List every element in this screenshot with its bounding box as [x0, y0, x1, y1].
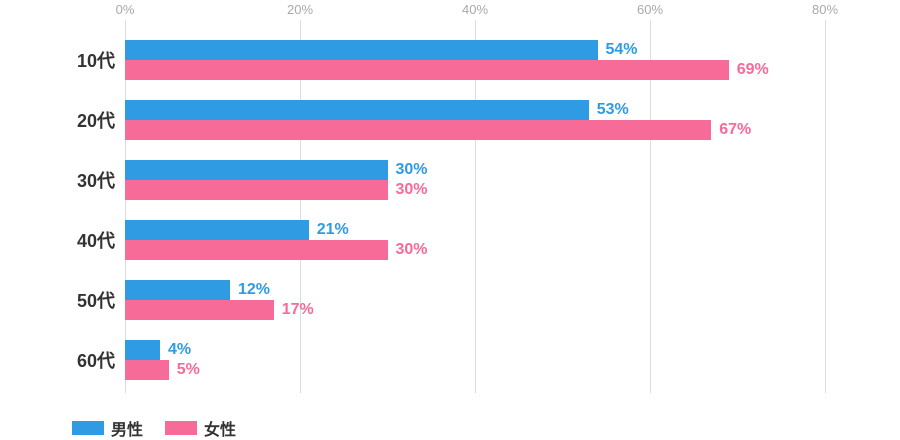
bar-女性 — [125, 300, 274, 320]
bar-value-label: 53% — [596, 101, 629, 118]
bar-value-label: 30% — [395, 181, 428, 198]
legend-label: 女性 — [204, 422, 237, 439]
bar-男性 — [125, 340, 160, 360]
x-axis-tick-label: 60% — [636, 2, 664, 17]
bar-value-label: 17% — [281, 301, 314, 318]
category-label: 20代 — [76, 111, 115, 131]
bar-value-label: 21% — [316, 221, 349, 238]
bar-男性 — [125, 40, 598, 60]
x-axis-tick-label: 80% — [811, 2, 839, 17]
bar-男性 — [125, 100, 589, 120]
category-label: 40代 — [76, 231, 115, 251]
legend-label: 男性 — [111, 422, 144, 439]
grid-line — [825, 20, 826, 393]
bar-女性 — [125, 60, 729, 80]
x-axis-tick-label: 20% — [286, 2, 314, 17]
bar-value-label: 30% — [395, 161, 428, 178]
x-axis-tick-label: 0% — [115, 2, 135, 17]
bar-value-label: 4% — [168, 341, 192, 358]
category-label: 50代 — [76, 291, 115, 311]
bar-value-label: 54% — [605, 41, 638, 58]
legend-swatch — [165, 421, 198, 435]
bar-value-label: 30% — [395, 241, 428, 258]
bar-value-label: 12% — [238, 281, 271, 298]
bar-男性 — [125, 280, 230, 300]
legend-item-女性: 女性 — [165, 416, 236, 440]
category-label: 60代 — [76, 351, 115, 371]
x-axis-tick-label: 40% — [461, 2, 489, 17]
legend-swatch — [72, 421, 104, 435]
grid-line — [475, 20, 476, 393]
bar-女性 — [125, 360, 169, 380]
bar-女性 — [125, 240, 388, 260]
bar-value-label: 67% — [719, 121, 752, 138]
legend-item-男性: 男性 — [72, 416, 143, 440]
grid-line — [300, 20, 301, 393]
chart-legend: 男性 女性 — [72, 416, 236, 440]
bar-value-label: 69% — [736, 61, 769, 78]
grid-line — [125, 20, 126, 393]
bar-男性 — [125, 160, 388, 180]
category-label: 10代 — [76, 51, 115, 71]
bar-男性 — [125, 220, 309, 240]
bar-女性 — [125, 120, 712, 140]
grid-line — [650, 20, 651, 393]
category-label: 30代 — [76, 171, 115, 191]
bar-value-label: 5% — [176, 361, 200, 378]
bar-女性 — [125, 180, 388, 200]
